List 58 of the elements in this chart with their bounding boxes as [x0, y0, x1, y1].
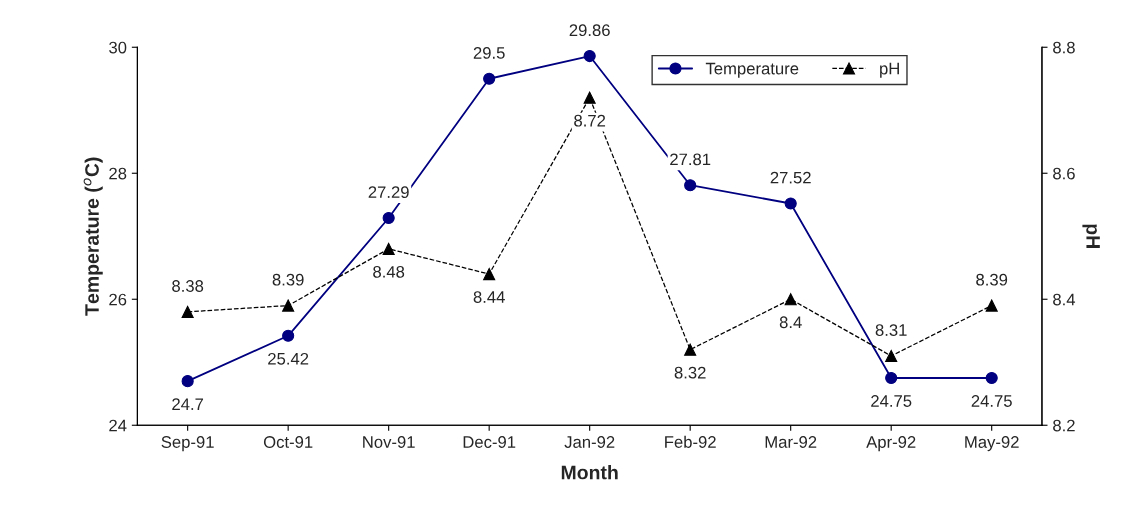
- point: [885, 371, 898, 385]
- point: [382, 211, 395, 225]
- data-label: 8.72: [574, 114, 606, 127]
- point: [583, 91, 596, 104]
- x-tick-label: Oct-91: [263, 436, 313, 448]
- point: [181, 305, 194, 318]
- y2-tick-label: 8.4: [1053, 293, 1076, 306]
- data-label: 8.48: [373, 265, 405, 278]
- data-label: 29.86: [569, 24, 610, 37]
- y-tick-label: 24: [109, 419, 127, 432]
- legend-label: pH: [880, 62, 899, 78]
- data-label: 24.75: [971, 395, 1012, 407]
- data-label: 8.39: [272, 273, 304, 286]
- y2-tick-label: 8.2: [1053, 419, 1075, 432]
- point: [382, 242, 395, 255]
- data-label: 8.44: [473, 291, 505, 303]
- y-tick-label: 30: [109, 41, 127, 54]
- x-tick-label: Dec-91: [463, 436, 516, 448]
- point: [282, 329, 295, 342]
- point: [583, 49, 596, 63]
- x-tick-label: Sep-91: [161, 436, 214, 452]
- point: [684, 343, 697, 356]
- data-label: 25.42: [268, 352, 309, 365]
- point: [483, 72, 496, 85]
- y2-tick-label: 8.8: [1053, 41, 1075, 54]
- data-label: 8.31: [875, 324, 907, 336]
- x-tick-label: Apr-92: [866, 436, 916, 452]
- point: [684, 179, 697, 192]
- point: [784, 293, 797, 306]
- point: [784, 197, 797, 210]
- x-tick-label: Mar-92: [765, 436, 817, 448]
- point: [885, 349, 898, 363]
- data-label: 8.39: [976, 273, 1008, 286]
- data-label: 8.32: [674, 366, 706, 379]
- data-label: 8.4: [779, 316, 802, 329]
- data-label: 27.29: [368, 186, 409, 199]
- data-label: 27.81: [670, 153, 711, 166]
- point: [985, 371, 998, 385]
- y-tick-label: 28: [109, 167, 127, 180]
- y-tick-label: 26: [109, 293, 127, 306]
- point: [985, 299, 998, 312]
- y-axis-title: Temperature ($^{o}$C): [83, 157, 103, 316]
- x-tick-label: May-92: [965, 436, 1019, 452]
- x-tick-label: Jan-92: [564, 436, 615, 448]
- x-tick-label: Nov-91: [363, 436, 415, 448]
- x-axis-title: Month: [561, 465, 618, 480]
- legend-label: Temperature: [705, 62, 799, 78]
- y2-tick-label: 8.6: [1053, 167, 1075, 180]
- point: [282, 299, 295, 312]
- data-label: 24.7: [172, 398, 204, 410]
- data-label: 27.52: [770, 171, 811, 184]
- y2-axis-title: pH: [1082, 224, 1100, 248]
- data-label: 29.5: [473, 46, 505, 59]
- point: [181, 375, 194, 388]
- x-tick-label: Feb-92: [665, 435, 716, 448]
- data-label: 8.38: [172, 280, 204, 292]
- data-label: 24.75: [871, 395, 912, 407]
- point: [483, 267, 496, 281]
